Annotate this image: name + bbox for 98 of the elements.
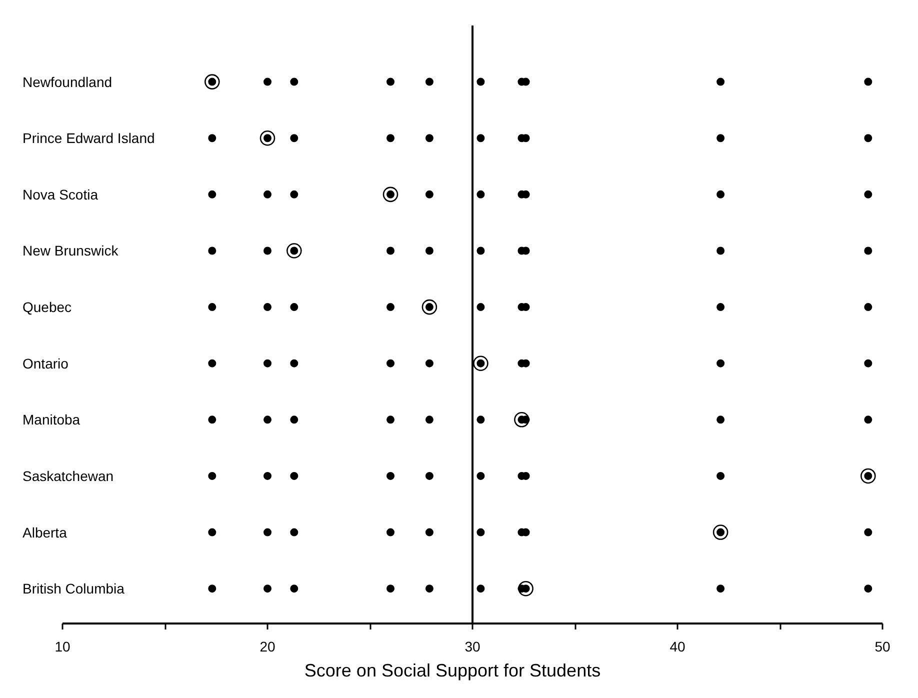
point bbox=[264, 584, 272, 593]
point bbox=[716, 359, 725, 368]
point bbox=[716, 190, 725, 198]
y-tick-label: Ontario bbox=[22, 355, 69, 372]
point bbox=[864, 303, 872, 312]
point bbox=[716, 134, 725, 142]
point bbox=[716, 416, 725, 424]
point bbox=[864, 528, 872, 536]
y-tick-label: Prince Edward Island bbox=[22, 130, 155, 146]
point bbox=[476, 416, 485, 424]
point bbox=[208, 584, 216, 593]
point bbox=[290, 584, 298, 593]
point bbox=[290, 134, 298, 142]
point bbox=[473, 356, 488, 371]
point bbox=[208, 134, 216, 142]
point bbox=[382, 186, 398, 202]
point bbox=[264, 416, 272, 424]
x-tick-label: 50 bbox=[874, 638, 890, 654]
point bbox=[386, 359, 394, 368]
point bbox=[864, 134, 872, 142]
point bbox=[386, 528, 394, 536]
point bbox=[290, 78, 298, 86]
y-tick-label: Newfoundland bbox=[22, 74, 112, 90]
point bbox=[264, 246, 272, 255]
point bbox=[290, 472, 298, 480]
point bbox=[476, 190, 485, 198]
x-tick-label: 30 bbox=[464, 638, 480, 654]
y-tick-label: Alberta bbox=[22, 524, 68, 540]
point bbox=[716, 584, 725, 593]
y-tick-label: New Brunswick bbox=[22, 242, 120, 259]
point bbox=[425, 584, 434, 593]
point bbox=[386, 472, 394, 480]
point bbox=[286, 243, 302, 258]
point bbox=[386, 584, 394, 593]
point bbox=[864, 416, 872, 424]
y-tick-label: Quebec bbox=[22, 299, 72, 316]
point bbox=[264, 528, 272, 536]
point bbox=[290, 303, 298, 312]
point bbox=[712, 524, 728, 540]
point bbox=[290, 416, 298, 424]
point bbox=[208, 472, 216, 480]
y-tick-label: Nova Scotia bbox=[22, 186, 98, 202]
x-tick-label: 10 bbox=[54, 638, 70, 654]
point bbox=[208, 416, 216, 424]
point bbox=[208, 303, 216, 312]
point bbox=[264, 78, 272, 86]
point bbox=[716, 78, 725, 86]
point bbox=[864, 359, 872, 368]
point bbox=[425, 190, 434, 198]
point bbox=[386, 303, 394, 312]
point bbox=[716, 472, 725, 480]
y-tick-label: British Columbia bbox=[22, 580, 125, 597]
point bbox=[422, 299, 438, 315]
point bbox=[518, 580, 534, 596]
point bbox=[476, 246, 485, 255]
x-tick-label: 20 bbox=[260, 638, 276, 654]
point bbox=[864, 78, 872, 86]
point bbox=[476, 134, 485, 142]
point bbox=[290, 528, 298, 536]
point bbox=[425, 472, 434, 480]
point bbox=[425, 416, 434, 424]
x-tick-label: 40 bbox=[670, 638, 686, 654]
point bbox=[476, 528, 485, 536]
point bbox=[208, 190, 216, 198]
point bbox=[716, 303, 725, 312]
point bbox=[716, 246, 725, 255]
point bbox=[208, 246, 216, 255]
y-tick-label: Manitoba bbox=[22, 412, 80, 428]
point bbox=[386, 134, 394, 142]
point bbox=[476, 584, 485, 593]
point bbox=[290, 359, 298, 368]
point bbox=[476, 472, 485, 480]
point bbox=[864, 190, 872, 198]
point bbox=[208, 359, 216, 368]
x-axis-title: Score on Social Support for Students bbox=[304, 660, 601, 680]
point bbox=[386, 416, 394, 424]
point bbox=[264, 472, 272, 480]
point bbox=[208, 528, 216, 536]
point bbox=[425, 359, 434, 368]
point bbox=[425, 246, 434, 255]
point bbox=[204, 74, 220, 90]
point bbox=[264, 190, 272, 198]
point bbox=[260, 130, 276, 146]
point bbox=[290, 190, 298, 198]
point bbox=[864, 584, 872, 593]
point bbox=[386, 78, 394, 86]
point bbox=[386, 246, 394, 255]
point bbox=[514, 412, 530, 428]
point bbox=[425, 134, 434, 142]
y-tick-label: Saskatchewan bbox=[22, 468, 114, 484]
point bbox=[425, 78, 434, 86]
point bbox=[425, 528, 434, 536]
point bbox=[264, 359, 272, 368]
point bbox=[264, 303, 272, 312]
point bbox=[476, 78, 485, 86]
point bbox=[864, 246, 872, 255]
point bbox=[476, 303, 485, 312]
point bbox=[860, 468, 876, 484]
